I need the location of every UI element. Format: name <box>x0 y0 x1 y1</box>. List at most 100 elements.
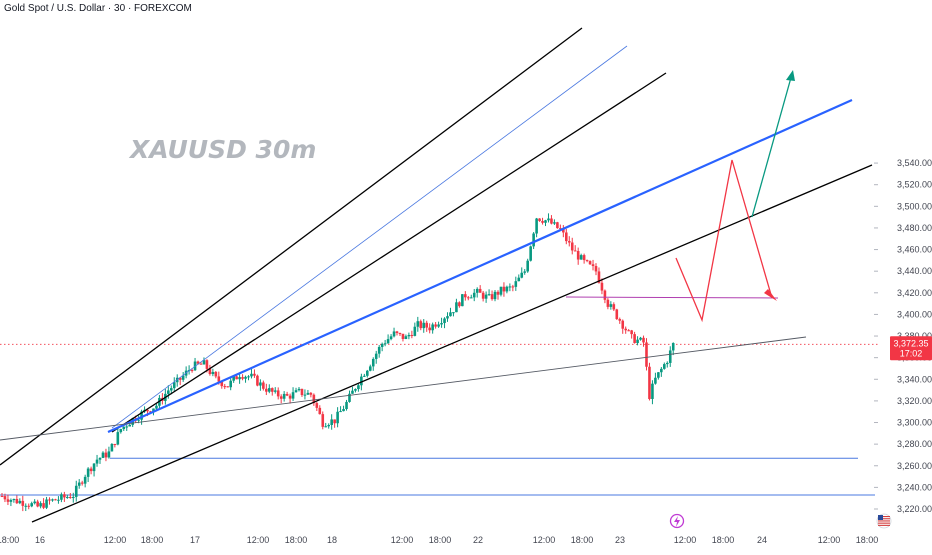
candle-body <box>306 392 310 395</box>
candle-body <box>348 393 351 402</box>
candle-body <box>401 333 405 339</box>
candle-body <box>259 382 262 386</box>
candle-body <box>618 319 622 321</box>
candle-body <box>585 260 589 262</box>
time-tick-label: 18:00 <box>429 535 452 545</box>
candle-body <box>591 264 595 267</box>
candle-body <box>196 361 200 364</box>
candle-body <box>205 360 209 369</box>
candle-body <box>250 373 253 377</box>
candle-body <box>36 501 39 507</box>
candle-body <box>333 419 336 424</box>
candle-body <box>499 286 503 295</box>
candle-body <box>636 339 639 344</box>
candle-body <box>300 388 304 396</box>
channel-mid-line <box>111 72 667 433</box>
candle-body <box>573 250 577 252</box>
watermark-layer: XAUUSD 30m <box>128 135 316 164</box>
price-tick-label: 3,240.00 <box>897 482 932 492</box>
time-tick-label: 22 <box>473 535 483 545</box>
us-flag-icon-stripe <box>878 520 890 522</box>
candle-body <box>220 381 224 387</box>
blue-trend-line <box>107 98 853 434</box>
candle-body <box>660 368 663 373</box>
candle-body <box>428 327 431 331</box>
candle-body <box>217 376 221 382</box>
candle-body <box>71 496 75 499</box>
candle-body <box>101 452 105 458</box>
candle-body <box>443 318 446 324</box>
candle-body <box>86 468 90 477</box>
candle-body <box>520 272 524 278</box>
candle-body <box>627 330 630 332</box>
candle-body <box>345 401 348 410</box>
candle-body <box>324 426 328 428</box>
candle-body <box>603 290 607 300</box>
candle-body <box>181 375 185 380</box>
projection-red-arrowhead <box>764 289 777 301</box>
candle-body <box>83 476 87 484</box>
candle-body <box>276 390 280 397</box>
candle-body <box>15 498 19 504</box>
candle-body <box>211 371 215 375</box>
candle-body <box>107 451 111 458</box>
candle-body <box>60 494 63 500</box>
candle-body <box>576 251 580 260</box>
candle-body <box>309 392 313 395</box>
candle-body <box>226 386 230 388</box>
price-tick-label: 3,400.00 <box>897 309 932 319</box>
candle-body <box>140 411 143 420</box>
candle-body <box>410 334 414 336</box>
candle-body <box>570 242 574 251</box>
candle-body <box>449 312 452 317</box>
candle-body <box>167 390 170 394</box>
candle-body <box>371 358 375 367</box>
us-flag-icon-stripe <box>878 518 890 520</box>
candle-body <box>452 312 455 314</box>
candle-body <box>526 260 529 272</box>
projection-green-arrowhead <box>786 70 795 81</box>
candle-body <box>434 324 437 327</box>
candle-body <box>297 388 301 391</box>
candle-body <box>553 222 556 224</box>
us-flag-icon-stripe <box>878 516 890 518</box>
candle-body <box>122 426 126 430</box>
candle-body <box>104 452 108 458</box>
candle-body <box>273 390 277 392</box>
candle-body <box>6 499 10 502</box>
candle-body <box>597 271 601 283</box>
candle-body <box>199 363 203 365</box>
candle-body <box>351 390 354 394</box>
candle-body <box>547 218 550 221</box>
candle-body <box>116 432 120 445</box>
candle-body <box>303 394 307 396</box>
us-flag-icon-stripe <box>878 524 890 526</box>
projection-red-path <box>675 159 773 323</box>
candle-body <box>77 482 81 486</box>
time-tick-label: 12:00 <box>104 535 127 545</box>
candle-body <box>66 496 69 498</box>
candle-body <box>594 266 598 272</box>
time-tick-label: 18:00 <box>141 535 164 545</box>
candle-body <box>247 376 250 378</box>
candle-body <box>244 376 247 379</box>
candle-body <box>89 468 93 472</box>
price-tick-label: 3,280.00 <box>897 439 932 449</box>
candle-body <box>464 294 467 298</box>
candle-body <box>550 218 553 224</box>
horizontal-lines-layer <box>0 343 880 496</box>
candle-body <box>487 294 491 296</box>
icons-layer <box>669 513 892 529</box>
candle-body <box>455 302 458 313</box>
time-tick-label: 18:00 <box>571 535 594 545</box>
watermark-text: XAUUSD 30m <box>128 135 316 164</box>
candle-body <box>155 405 158 409</box>
time-tick-label: 12:00 <box>391 535 414 545</box>
candle-body <box>532 233 535 247</box>
candle-body <box>431 324 434 331</box>
candle-body <box>288 395 292 399</box>
price-tick-label: 3,520.00 <box>897 180 932 190</box>
candle-body <box>39 503 42 507</box>
candle-body <box>18 500 22 504</box>
